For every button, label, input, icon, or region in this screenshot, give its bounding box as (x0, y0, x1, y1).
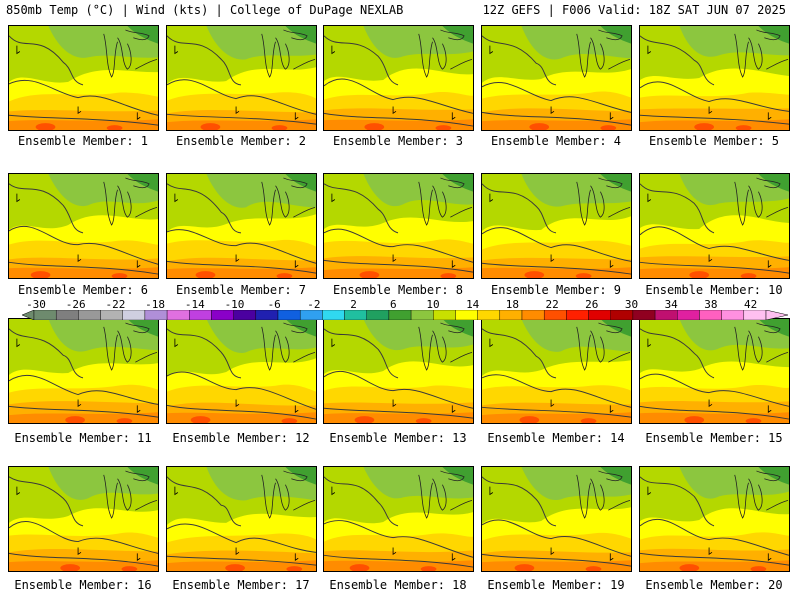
ensemble-member-label: Ensemble Member: 16 (14, 578, 152, 592)
colorbar-tick-label: -6 (267, 298, 281, 311)
colorbar-tick-label: -22 (105, 298, 126, 311)
ensemble-member-label: Ensemble Member: 9 (490, 283, 622, 297)
colorbar-tick-label: -30 (26, 298, 46, 311)
colorbar-tick-label: 34 (664, 298, 678, 311)
ensemble-member-label: Ensemble Member: 20 (645, 578, 783, 592)
ensemble-member-label: Ensemble Member: 4 (490, 134, 622, 148)
ensemble-member-map (323, 466, 474, 572)
ensemble-member-map (639, 466, 790, 572)
ensemble-member-label: Ensemble Member: 12 (172, 431, 310, 445)
ensemble-member-map (481, 466, 632, 572)
ensemble-member-map (323, 173, 474, 279)
colorbar-tick-labels: -30 -26 -22 -18 -14 -10 -6 -2 2 6 10 14 18 22 26 30 34 38… (0, 0, 800, 311)
colorbar-tick-label: 38 (704, 298, 718, 311)
ensemble-member-map (639, 318, 790, 424)
ensemble-member-label: Ensemble Member: 17 (172, 578, 310, 592)
colorbar-tick-label: -18 (145, 298, 166, 311)
ensemble-member-map (166, 25, 317, 131)
colorbar-tick-label: 14 (466, 298, 480, 311)
ensemble-member-label: Ensemble Member: 5 (648, 134, 780, 148)
colorbar-tick-label: 22 (545, 298, 559, 311)
ensemble-member-label: Ensemble Member: 3 (332, 134, 464, 148)
model-run-info: 12Z GEFS | F006 Valid: 18Z SAT JUN 07 20… (482, 3, 786, 17)
ensemble-member-label: Ensemble Member: 14 (487, 431, 625, 445)
ensemble-member-map (481, 318, 632, 424)
ensemble-member-label: Ensemble Member: 7 (175, 283, 307, 297)
ensemble-member-map (481, 25, 632, 131)
colorbar-tick-label: -10 (224, 298, 245, 311)
temperature-colorbar (21, 310, 789, 320)
colorbar-tick-label: 6 (389, 298, 397, 311)
ensemble-member-label: Ensemble Member: 10 (645, 283, 783, 297)
ensemble-member-map (8, 25, 159, 131)
ensemble-member-map (323, 25, 474, 131)
colorbar-tick-label: 42 (743, 298, 758, 311)
ensemble-member-label: Ensemble Member: 1 (17, 134, 149, 148)
ensemble-member-label: Ensemble Member: 6 (17, 283, 149, 297)
ensemble-member-map (639, 25, 790, 131)
ensemble-member-map (323, 318, 474, 424)
ensemble-member-label: Ensemble Member: 2 (175, 134, 307, 148)
ensemble-member-label: Ensemble Member: 11 (14, 431, 152, 445)
ensemble-member-label: Ensemble Member: 8 (332, 283, 464, 297)
colorbar-tick-label: 26 (585, 298, 599, 311)
ensemble-member-label: Ensemble Member: 18 (329, 578, 467, 592)
colorbar-tick-label: -2 (307, 298, 321, 311)
ensemble-member-label: Ensemble Member: 19 (487, 578, 625, 592)
ensemble-member-map (8, 466, 159, 572)
ensemble-member-label: Ensemble Member: 13 (329, 431, 467, 445)
colorbar-tick-label: 30 (624, 298, 639, 311)
ensemble-member-label: Ensemble Member: 15 (645, 431, 783, 445)
colorbar-tick-label: 18 (505, 298, 520, 311)
colorbar-tick-label: 10 (426, 298, 440, 311)
ensemble-member-map (481, 173, 632, 279)
ensemble-member-map (8, 318, 159, 424)
ensemble-member-map (166, 466, 317, 572)
ensemble-member-map (166, 318, 317, 424)
ensemble-member-map (8, 173, 159, 279)
chart-title: 850mb Temp (°C) | Wind (kts) | College o… (6, 3, 404, 17)
colorbar-tick-label: 2 (350, 298, 357, 311)
colorbar-tick-label: -14 (184, 298, 205, 311)
colorbar-tick-label: -26 (65, 298, 86, 311)
ensemble-member-map (639, 173, 790, 279)
ensemble-member-map (166, 173, 317, 279)
